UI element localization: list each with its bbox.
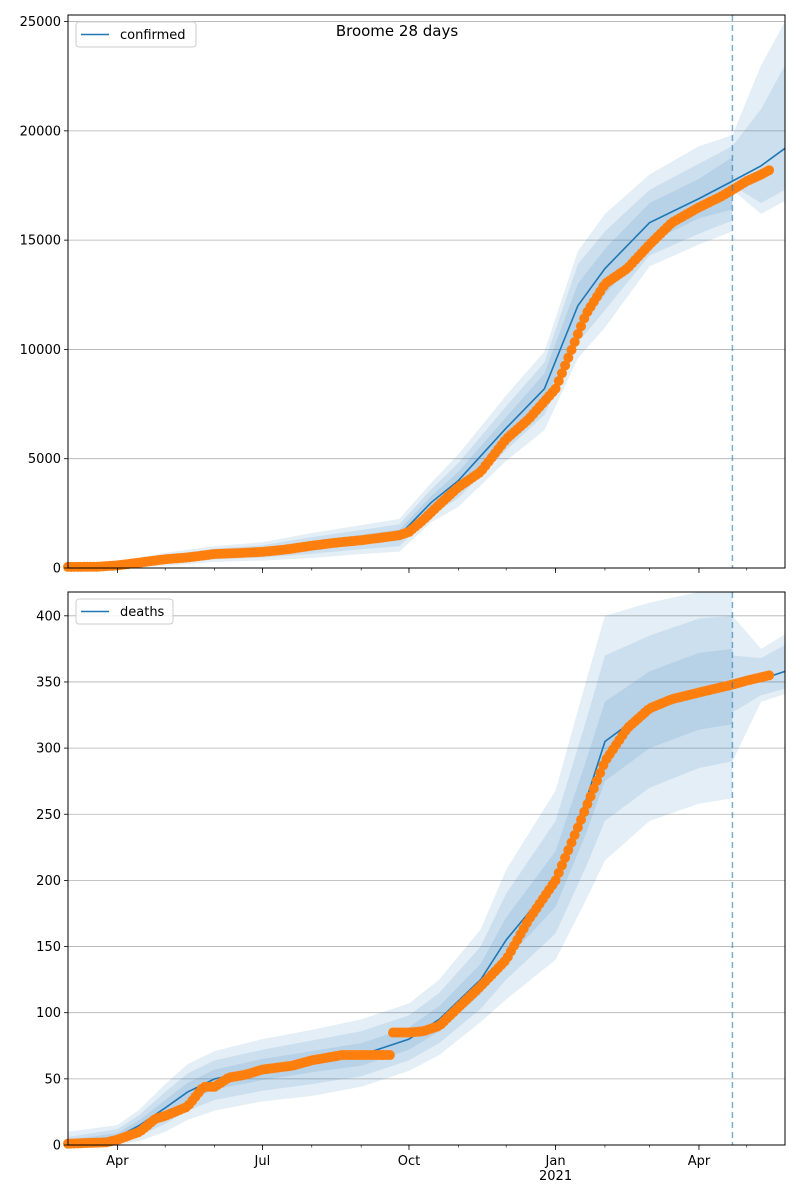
observed-point [560,852,571,863]
y-tick-label: 15000 [20,234,61,249]
y-tick-label: 300 [36,742,61,757]
axes-frame [67,14,786,569]
y-tick-label: 150 [36,940,61,955]
y-tick-label: 350 [36,675,61,690]
y-tick-label: 100 [36,1006,61,1021]
legend-label: confirmed [120,28,186,43]
observed-point [585,791,596,802]
observed-point [563,352,574,363]
legend-label: deaths [120,605,165,620]
observed-point [553,867,564,878]
observed-point [550,875,561,886]
y-tick-label: 200 [36,874,61,889]
observed-point [569,830,580,841]
y-tick-label: 0 [53,1139,61,1154]
forecast-band [732,21,785,214]
confirmed-panel: 0 5000 10000 15000 20000 25000 confirmed [20,14,786,577]
observed-point [569,336,580,347]
legend: confirmed [75,21,197,48]
observed-point [572,822,583,833]
y-tick-label: 20000 [20,124,61,139]
uncertainty-band [68,146,733,568]
observed-point [576,814,587,825]
x-tick-label: Jul [254,1154,271,1169]
forecast-band [732,615,785,762]
observed-point [579,806,590,817]
x-tick-label: Oct [398,1154,420,1169]
observed-point [566,837,577,848]
legend: deaths [75,598,174,625]
x-tick-label: Jan [545,1154,566,1169]
observed-point [764,670,775,681]
y-tick-label: 25000 [20,15,61,30]
uncertainty-band [68,135,733,568]
figure-title: Broome 28 days [336,22,459,40]
observed-point [563,845,574,856]
observed-point [582,799,593,810]
legend-box [75,598,174,625]
y-tick-label: 0 [53,562,61,577]
y-tick-label: 50 [44,1072,61,1087]
uncertainty-band [68,157,733,568]
y-tick-label: 10000 [20,343,61,358]
uncertainty-band [68,615,733,1145]
y-tick-label: 250 [36,808,61,823]
observed-point [553,375,564,386]
x-tick-label: Apr [688,1154,711,1169]
y-tick-label: 5000 [28,452,61,467]
x-tick-label: 2021 [539,1169,572,1184]
axes-frame [67,591,786,1146]
y-tick-label: 400 [36,609,61,624]
observed-point [588,783,599,794]
deaths-panel: 0 50 100 150 200 250 300 350 400 Apr Jul Oct Jan2021… [36,591,786,1184]
observed-point [560,360,571,371]
x-tick-label: Apr [106,1154,129,1169]
observed-point [550,383,561,394]
legend-box [75,21,197,48]
observed-point [595,768,606,779]
observed-point [572,329,583,340]
observed-point [556,368,567,379]
observed-point [764,165,775,176]
observed-point [556,860,567,871]
observed-point [384,1050,395,1061]
observed-point [591,775,602,786]
observed-point [566,344,577,355]
observed-point [576,321,587,332]
